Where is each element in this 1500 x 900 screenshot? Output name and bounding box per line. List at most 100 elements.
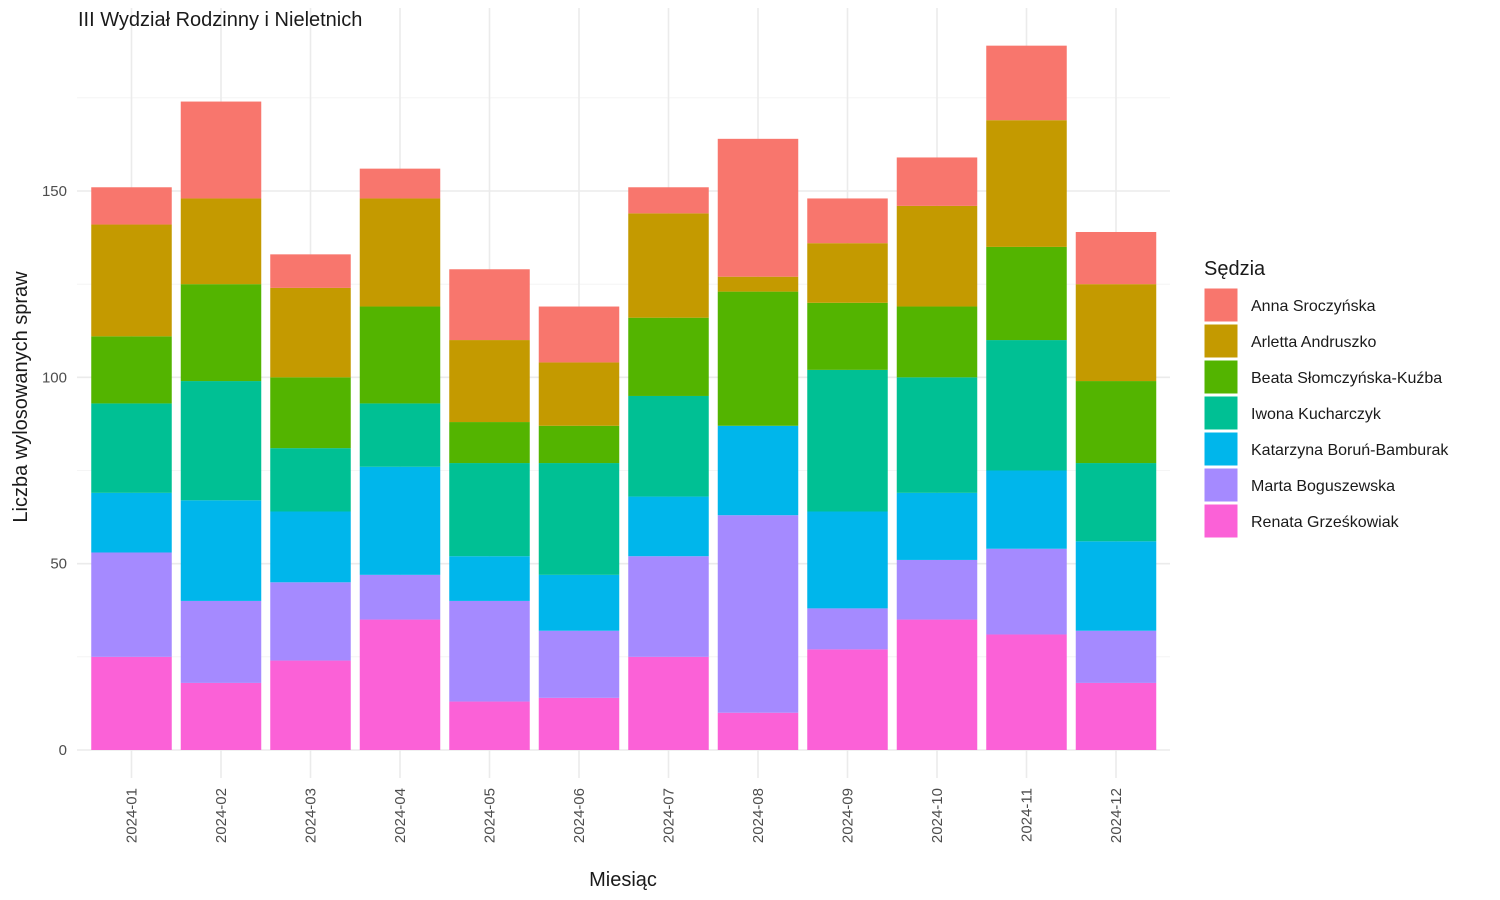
bar-segment: [807, 649, 888, 750]
legend-label: Marta Boguszewska: [1251, 478, 1395, 495]
bar-segment: [628, 556, 709, 657]
bar-segment: [91, 403, 172, 493]
bar-segment: [1075, 231, 1157, 285]
bar-segment: [270, 287, 351, 378]
bar-segment: [628, 187, 709, 214]
bar-segment: [538, 630, 620, 698]
bar-segment: [807, 608, 888, 650]
bar-segment: [270, 448, 351, 512]
bar-segment: [628, 213, 709, 318]
x-tick-label: 2024-02: [213, 788, 230, 843]
bar-segment: [180, 101, 262, 199]
bar-segment: [717, 425, 799, 516]
y-tick-label: 50: [50, 556, 67, 573]
bar-segment: [807, 198, 888, 244]
bar-segment: [896, 157, 978, 206]
x-tick-label: 2024-09: [840, 788, 857, 843]
bar-segment: [896, 492, 978, 560]
x-axis-title: Miesiąc: [589, 869, 657, 891]
bar-segment: [538, 425, 620, 464]
bar-segment: [538, 697, 620, 750]
bar-segment: [1075, 630, 1157, 683]
bar-segment: [986, 45, 1067, 121]
bar-segment: [180, 198, 262, 285]
bar-segment: [1075, 463, 1157, 542]
legend-label: Renata Grześkowiak: [1251, 514, 1400, 531]
bar-segment: [180, 381, 262, 501]
bar-segment: [359, 619, 441, 750]
x-tick-label: 2024-05: [482, 788, 499, 843]
bar-segment: [807, 511, 888, 609]
bar-segment: [1075, 381, 1157, 464]
bar-segment: [449, 701, 530, 750]
bar-segment: [449, 556, 530, 601]
bar-segment: [359, 403, 441, 467]
bar-segment: [91, 656, 172, 750]
x-tick-label: 2024-08: [750, 788, 767, 843]
bar-segment: [359, 574, 441, 620]
bar-segment: [1075, 682, 1157, 750]
bar-segment: [270, 511, 351, 583]
bar-segment: [538, 362, 620, 426]
bar-segment: [91, 187, 172, 225]
bar-segment: [449, 269, 530, 341]
x-tick-label: 2024-11: [1019, 788, 1036, 842]
legend-label: Beata Słomczyńska-Kuźba: [1251, 370, 1442, 387]
bar-segment: [896, 559, 978, 620]
y-axis-title: Liczba wylosowanych spraw: [10, 271, 32, 523]
legend-key: [1203, 503, 1239, 539]
x-tick-label: 2024-10: [929, 788, 946, 843]
x-tick-label: 2024-03: [303, 788, 320, 843]
bar-segment: [628, 395, 709, 497]
bars: [91, 45, 1157, 750]
bar-segment: [91, 492, 172, 553]
bar-segment: [807, 243, 888, 303]
bar-segment: [986, 120, 1067, 247]
bar-segment: [807, 302, 888, 370]
bar-segment: [538, 574, 620, 631]
legend-key: [1203, 359, 1239, 395]
x-tick-label: 2024-07: [661, 788, 678, 843]
bar-segment: [270, 377, 351, 449]
bar-segment: [628, 656, 709, 750]
bar-segment: [270, 660, 351, 750]
legend-key: [1203, 287, 1239, 323]
bar-segment: [896, 306, 978, 378]
bar-segment: [359, 198, 441, 307]
bar-segment: [717, 515, 799, 713]
bar-segment: [807, 369, 888, 512]
bar-segment: [538, 306, 620, 363]
bar-segment: [717, 138, 799, 277]
bar-segment: [449, 463, 530, 557]
bar-segment: [270, 582, 351, 661]
bar-segment: [449, 340, 530, 423]
legend-key: [1203, 323, 1239, 359]
bar-segment: [1075, 284, 1157, 382]
bar-segment: [896, 377, 978, 493]
legend-label: Iwona Kucharczyk: [1251, 406, 1382, 423]
x-tick-label: 2024-01: [124, 788, 141, 843]
bar-segment: [180, 500, 262, 601]
bar-segment: [986, 634, 1067, 750]
bar-segment: [717, 712, 799, 750]
bar-segment: [180, 600, 262, 683]
legend-key: [1203, 431, 1239, 467]
bar-segment: [180, 284, 262, 382]
bar-segment: [628, 496, 709, 557]
y-tick-label: 150: [42, 183, 67, 200]
bar-segment: [91, 224, 172, 337]
legend-label: Anna Sroczyńska: [1251, 298, 1376, 315]
bar-segment: [986, 246, 1067, 341]
bar-segment: [449, 600, 530, 702]
bar-segment: [717, 276, 799, 292]
y-tick-label: 0: [59, 742, 67, 759]
x-tick-label: 2024-04: [392, 788, 409, 843]
bar-segment: [538, 463, 620, 575]
bar-segment: [180, 682, 262, 750]
legend-label: Katarzyna Boruń-Bamburak: [1251, 442, 1449, 459]
bar-segment: [91, 552, 172, 657]
bar-segment: [986, 340, 1067, 471]
bar-segment: [359, 168, 441, 199]
bar-segment: [717, 291, 799, 426]
